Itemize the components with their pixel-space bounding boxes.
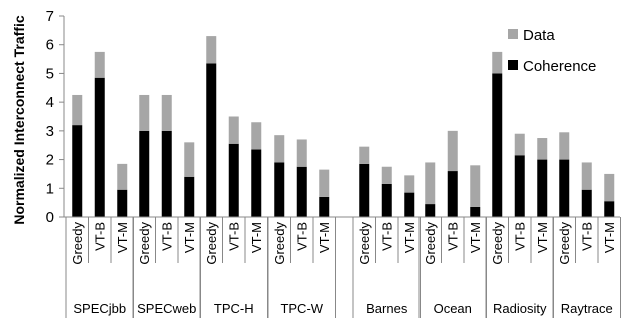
- bar-coherence-raytrace-vt-b: [581, 189, 592, 217]
- bar-coherence-radiosity-greedy: [492, 73, 503, 217]
- bar-data-specjbb-vt-b: [94, 51, 105, 78]
- bar-coherence-specjbb-vt-m: [117, 189, 128, 217]
- legend-label-data: Data: [523, 27, 555, 44]
- category-label: VT-B: [512, 222, 527, 251]
- bar-data-specjbb-greedy: [72, 94, 83, 126]
- bar-coherence-specweb-vt-m: [184, 176, 195, 217]
- bar-data-barnes-greedy: [359, 146, 370, 164]
- bar-data-radiosity-vt-m: [537, 138, 548, 160]
- group-label-radiosity: Radiosity: [493, 301, 547, 316]
- group-label-specjbb: SPECjbb: [73, 301, 126, 316]
- bar-data-tpc-h-vt-m: [251, 122, 262, 150]
- bar-coherence-tpc-w-vt-b: [296, 166, 307, 217]
- y-tick-label: 5: [46, 65, 54, 82]
- y-tick-label: 0: [46, 209, 54, 226]
- category-label: VT-M: [402, 222, 417, 253]
- group-label-specweb: SPECweb: [137, 301, 196, 316]
- bar-coherence-tpc-w-vt-m: [319, 196, 330, 217]
- legend-label-coherence: Coherence: [523, 58, 596, 75]
- bar-data-tpc-w-greedy: [274, 135, 285, 163]
- category-label: Greedy: [272, 222, 287, 265]
- bar-data-barnes-vt-m: [404, 175, 415, 193]
- category-label: VT-B: [379, 222, 394, 251]
- bar-data-raytrace-vt-b: [581, 162, 592, 190]
- bar-data-tpc-w-vt-b: [296, 139, 307, 167]
- category-label: Greedy: [490, 222, 505, 265]
- bar-coherence-ocean-vt-b: [447, 171, 458, 217]
- y-tick-label: 7: [46, 8, 54, 25]
- category-label: VT-B: [226, 222, 241, 251]
- bar-data-tpc-h-greedy: [206, 36, 217, 64]
- bar-data-raytrace-greedy: [559, 132, 570, 160]
- category-label: VT-M: [182, 222, 197, 253]
- bar-coherence-barnes-vt-m: [404, 192, 415, 217]
- category-label: Greedy: [137, 222, 152, 265]
- y-tick-label: 3: [46, 123, 54, 140]
- category-label: VT-M: [249, 222, 264, 253]
- bar-data-specjbb-vt-m: [117, 163, 128, 190]
- x-axis: Greedy VT-B VT-M SPECjbb Greedy VT-B VT-M SPECw…: [64, 216, 621, 318]
- category-label: VT-B: [294, 222, 309, 251]
- bar-coherence-tpc-h-vt-b: [228, 143, 239, 217]
- y-tick-label: 6: [46, 37, 54, 54]
- y-tick-label: 4: [46, 94, 54, 111]
- group-label-raytrace: Raytrace: [561, 301, 613, 316]
- bar-coherence-tpc-w-greedy: [274, 162, 285, 217]
- category-label: VT-B: [579, 222, 594, 251]
- category-label: VT-M: [535, 222, 550, 253]
- bar-coherence-ocean-greedy: [425, 204, 436, 217]
- bar-data-barnes-vt-b: [381, 166, 392, 184]
- bar-data-ocean-vt-b: [447, 130, 458, 172]
- bar-coherence-barnes-vt-b: [381, 183, 392, 217]
- bar-data-specweb-vt-m: [184, 142, 195, 177]
- category-label: VT-M: [317, 222, 332, 253]
- bar-coherence-specjbb-greedy: [72, 125, 83, 217]
- category-label: Greedy: [423, 222, 438, 265]
- bar-data-specweb-greedy: [139, 94, 150, 131]
- bar-data-tpc-w-vt-m: [319, 169, 330, 197]
- group-label-ocean: Ocean: [434, 301, 472, 316]
- bar-data-ocean-greedy: [425, 162, 436, 205]
- category-label: Greedy: [204, 222, 219, 265]
- bar-coherence-raytrace-vt-m: [604, 201, 615, 217]
- group-label-tpc-w: TPC-W: [280, 301, 323, 316]
- y-axis-title: Normalized Interconnect Traffic: [11, 15, 27, 224]
- category-label: VT-B: [92, 222, 107, 251]
- bar-data-raytrace-vt-m: [604, 173, 615, 202]
- bar-coherence-specweb-greedy: [139, 130, 150, 217]
- bars: [72, 36, 615, 217]
- category-label: VT-M: [468, 222, 483, 253]
- category-label: VT-M: [602, 222, 617, 253]
- category-label: VT-M: [115, 222, 130, 253]
- category-label: Greedy: [357, 222, 372, 265]
- bar-coherence-raytrace-greedy: [559, 159, 570, 217]
- category-label: Greedy: [70, 222, 85, 265]
- y-tick-label: 2: [46, 152, 54, 169]
- legend-swatch-data: [508, 29, 518, 39]
- group-label-tpc-h: TPC-H: [214, 301, 254, 316]
- bar-coherence-barnes-greedy: [359, 163, 370, 217]
- y-tick-label: 1: [46, 180, 54, 197]
- bar-coherence-ocean-vt-m: [470, 206, 481, 217]
- category-label: VT-B: [159, 222, 174, 251]
- category-label: VT-B: [445, 222, 460, 251]
- bar-data-radiosity-greedy: [492, 51, 503, 74]
- bar-data-ocean-vt-m: [470, 165, 481, 207]
- group-label-barnes: Barnes: [366, 301, 408, 316]
- legend-swatch-coherence: [508, 60, 518, 70]
- bar-data-tpc-h-vt-b: [228, 116, 239, 144]
- category-label: Greedy: [557, 222, 572, 265]
- bar-coherence-tpc-h-greedy: [206, 63, 217, 217]
- bar-coherence-tpc-h-vt-m: [251, 149, 262, 217]
- bar-coherence-specweb-vt-b: [161, 130, 172, 217]
- bar-data-radiosity-vt-b: [514, 133, 525, 156]
- bar-coherence-radiosity-vt-m: [537, 159, 548, 217]
- legend: Data Coherence: [508, 27, 596, 75]
- bar-coherence-radiosity-vt-b: [514, 155, 525, 217]
- y-axis: 0 1 2 3 4 5 6 7: [46, 8, 65, 226]
- bar-data-specweb-vt-b: [161, 94, 172, 131]
- bar-coherence-specjbb-vt-b: [94, 77, 105, 217]
